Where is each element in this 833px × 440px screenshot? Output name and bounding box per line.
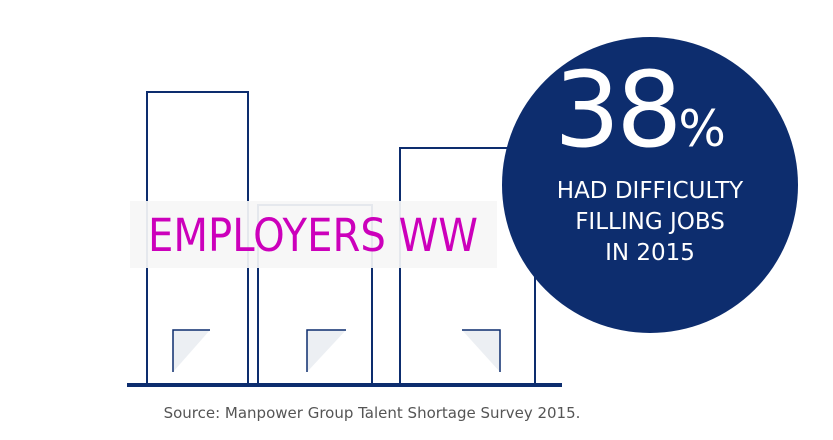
stat-line: HAD DIFFICULTY — [557, 178, 744, 204]
stat-circle — [502, 37, 798, 333]
stat-line: IN 2015 — [605, 240, 695, 266]
door — [172, 329, 210, 372]
door-shade — [173, 330, 210, 372]
label: EMPLOYERS WW — [148, 209, 478, 262]
stat-line: FILLING JOBS — [575, 209, 725, 235]
stat-number: 38 — [554, 49, 678, 171]
source: Source: Manpower Group Talent Shortage S… — [164, 404, 581, 422]
door-shade — [462, 330, 500, 372]
door-shade — [307, 330, 346, 372]
stat-unit: % — [678, 100, 726, 158]
label-box — [130, 201, 497, 268]
door — [306, 329, 346, 372]
stat-value: 38% — [554, 49, 726, 171]
door — [462, 329, 501, 372]
